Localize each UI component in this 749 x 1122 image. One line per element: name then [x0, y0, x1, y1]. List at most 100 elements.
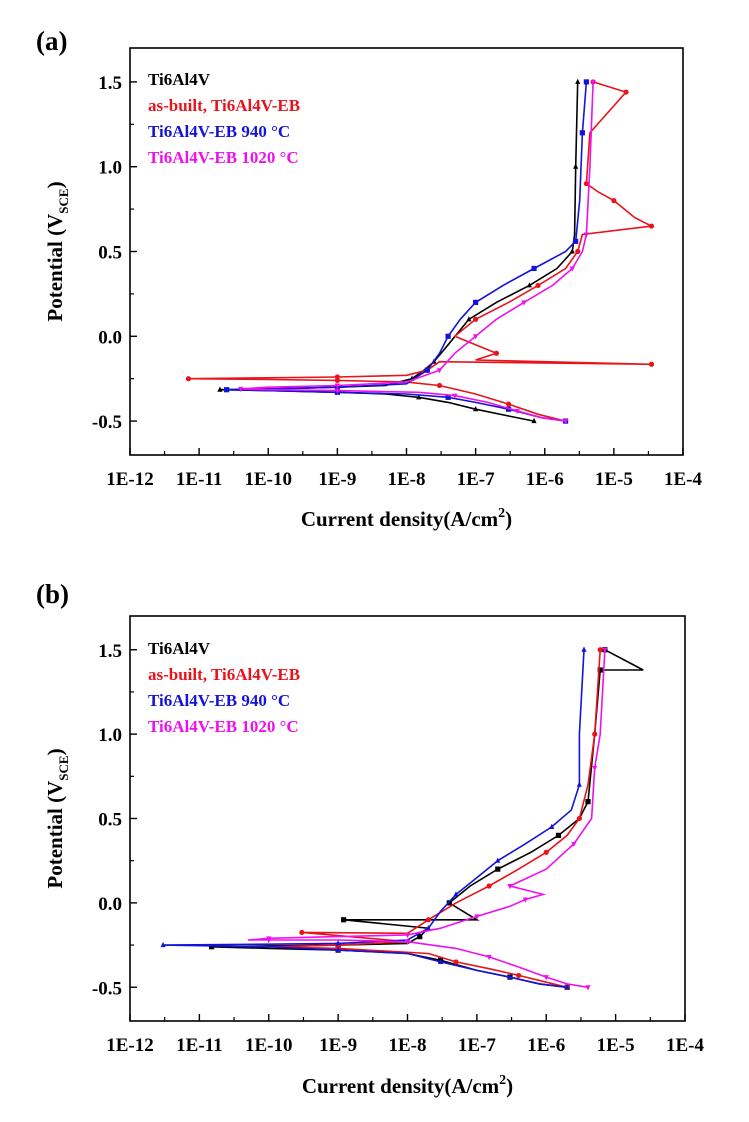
legend-entry: Ti6Al4V-EB 940 °C — [148, 691, 290, 710]
data-point — [573, 238, 579, 244]
data-point — [473, 299, 479, 305]
data-point — [185, 376, 192, 382]
x-tick-label: 1E-7 — [458, 1035, 497, 1056]
x-tick-label: 1E-12 — [106, 1035, 154, 1056]
data-point — [575, 78, 581, 84]
data-point — [648, 223, 655, 229]
data-point — [473, 406, 479, 412]
data-point — [334, 383, 340, 389]
data-point — [334, 388, 340, 394]
data-point — [425, 917, 431, 923]
y-tick-label: -0.5 — [92, 978, 122, 999]
legend-entry: Ti6Al4V — [148, 639, 211, 658]
data-point — [335, 946, 341, 953]
x-tick-label: 1E-4 — [666, 1035, 705, 1056]
data-point — [334, 374, 340, 380]
x-tick-label: 1E-8 — [388, 469, 426, 490]
data-point — [217, 386, 223, 392]
data-point — [424, 367, 430, 373]
series-4 — [238, 79, 596, 425]
data-point — [590, 79, 596, 86]
data-point — [425, 924, 431, 931]
series-line — [247, 649, 606, 989]
x-tick-label: 1E-12 — [106, 469, 154, 490]
data-point — [473, 334, 479, 340]
x-tick-label: 1E-5 — [597, 1035, 635, 1056]
data-point — [495, 866, 501, 872]
series-line — [226, 81, 588, 422]
data-point — [416, 394, 422, 400]
data-point — [514, 408, 520, 415]
data-point — [583, 232, 589, 238]
legend-entry: as-built, Ti6Al4V-EB — [148, 96, 300, 115]
data-point — [160, 941, 166, 948]
data-point — [438, 958, 444, 964]
x-tick-label: 1E-8 — [389, 1035, 427, 1056]
y-axis-title: Potential (VSCE) — [43, 748, 71, 888]
series-2 — [185, 79, 655, 424]
data-point — [335, 940, 341, 946]
data-point — [576, 781, 582, 787]
data-point — [569, 266, 575, 272]
data-point — [466, 316, 472, 322]
x-tick-label: 1E-11 — [176, 1035, 222, 1056]
legend-entry: as-built, Ti6Al4V-EB — [148, 665, 300, 684]
data-point — [474, 914, 480, 920]
y-tick-label: 1.5 — [98, 641, 122, 662]
x-tick-label: 1E-5 — [595, 469, 633, 490]
data-point — [341, 917, 347, 923]
series-line — [240, 81, 594, 422]
x-tick-label: 1E-6 — [527, 1035, 565, 1056]
data-point — [543, 849, 549, 855]
data-point — [453, 891, 459, 897]
data-point — [583, 181, 589, 187]
data-point — [597, 647, 603, 653]
data-point — [623, 89, 629, 95]
y-tick-label: 1.5 — [98, 73, 122, 94]
data-point — [564, 984, 570, 990]
y-axis-title: Potential (VSCE) — [43, 181, 71, 321]
x-tick-label: 1E-11 — [176, 469, 222, 490]
data-point — [576, 815, 582, 822]
data-point — [562, 419, 569, 425]
y-tick-label: 0.5 — [98, 243, 122, 264]
data-point — [452, 393, 458, 399]
data-point — [555, 832, 562, 838]
data-point — [543, 975, 549, 981]
legend-entry: Ti6Al4V-EB 1020 °C — [148, 148, 299, 167]
data-point — [404, 932, 411, 939]
data-point — [549, 823, 555, 829]
data-point — [592, 731, 598, 737]
y-tick-label: -0.5 — [92, 412, 122, 433]
data-point — [585, 799, 591, 805]
legend-entry: Ti6Al4V — [148, 70, 211, 89]
data-point — [299, 929, 305, 936]
data-point — [521, 300, 527, 306]
data-point — [404, 939, 411, 945]
x-tick-label: 1E-10 — [245, 1035, 293, 1056]
legend-entry: Ti6Al4V-EB 940 °C — [148, 122, 290, 141]
y-tick-label: 1.0 — [98, 158, 122, 179]
data-point — [417, 934, 423, 940]
x-tick-label: 1E-7 — [457, 469, 496, 490]
data-point — [526, 282, 533, 288]
data-point — [535, 282, 541, 289]
data-point — [573, 163, 579, 169]
data-point — [516, 972, 522, 979]
x-tick-label: 1E-4 — [664, 469, 703, 490]
data-point — [266, 936, 272, 942]
data-point — [592, 765, 598, 772]
data-point — [436, 368, 443, 374]
data-point — [208, 944, 215, 950]
x-tick-label: 1E-10 — [245, 469, 293, 490]
data-point — [445, 333, 451, 339]
x-tick-label: 1E-9 — [318, 469, 356, 490]
data-point — [495, 857, 501, 863]
data-point — [473, 316, 479, 322]
data-point — [579, 130, 585, 136]
panel-b: (b) 1E-12 1E-11 1E-10 1E-9 1E-8 1E-7 1E-6 1E-5 1E… — [36, 579, 705, 1098]
x-tick-label: 1E-6 — [526, 469, 564, 490]
data-point — [597, 667, 603, 673]
series-4 — [247, 647, 608, 991]
y-tick-label: 1.0 — [98, 725, 122, 746]
